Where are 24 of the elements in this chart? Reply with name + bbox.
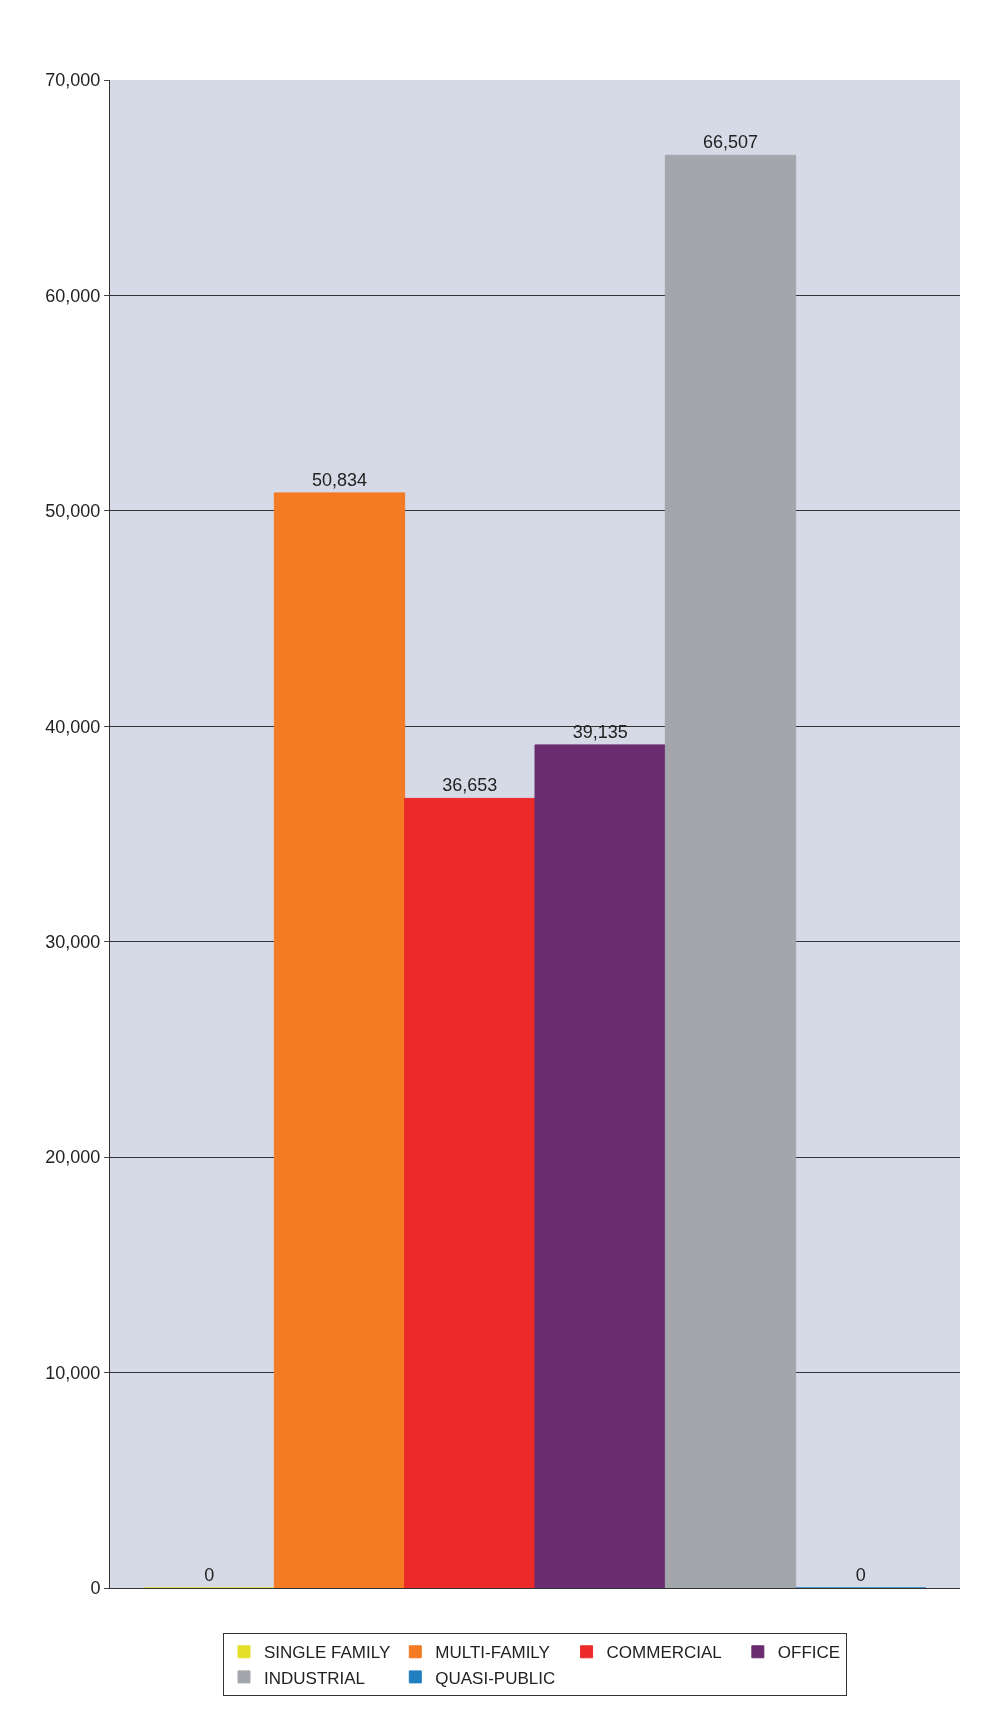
y-tick-label: 20,000 (45, 1147, 101, 1168)
data-label: 66,507 (702, 132, 759, 153)
data-label: 0 (855, 1565, 866, 1585)
legend-label: SINGLE FAMILY (264, 1643, 391, 1663)
bar (404, 797, 536, 1588)
y-tick-label: 30,000 (45, 932, 101, 953)
legend-label: MULTI-FAMILY (435, 1643, 550, 1663)
bar (664, 154, 797, 1588)
legend-label: COMMERCIAL (606, 1643, 722, 1663)
y-tick-label: 60,000 (45, 285, 101, 306)
legend-label: INDUSTRIAL (264, 1668, 366, 1688)
bar (273, 492, 406, 1588)
data-label: 50,834 (311, 469, 368, 490)
bar (534, 744, 666, 1588)
data-label: 0 (204, 1565, 215, 1585)
y-tick-label: 0 (90, 1578, 101, 1599)
legend-label: QUASI-PUBLIC (435, 1668, 556, 1688)
legend-label: OFFICE (777, 1643, 841, 1663)
data-label: 39,135 (572, 721, 628, 742)
data-label: 36,653 (442, 775, 498, 796)
y-tick-label: 70,000 (45, 70, 101, 91)
y-tick-label: 40,000 (45, 716, 101, 737)
y-tick-label: 50,000 (45, 501, 101, 522)
y-tick-label: 10,000 (45, 1362, 101, 1383)
